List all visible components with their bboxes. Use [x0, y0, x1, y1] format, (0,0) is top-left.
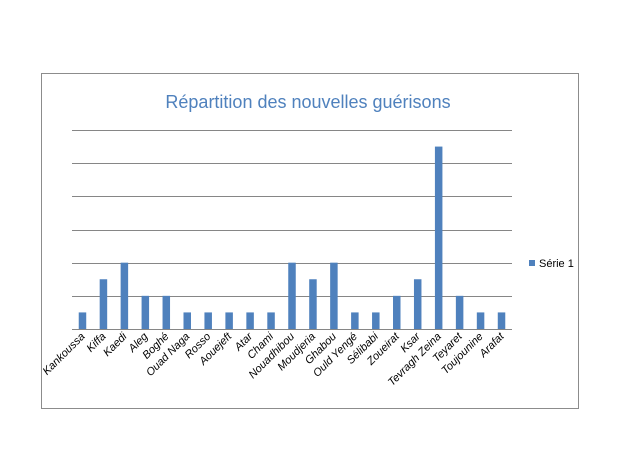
x-tick-label: Kankoussa — [42, 331, 88, 378]
bar-1 — [99, 279, 108, 329]
chart-area: Répartition des nouvelles guérisons Kank… — [41, 73, 579, 409]
x-tick-label: Kaedi — [101, 330, 130, 359]
bar-3 — [141, 295, 150, 329]
legend-swatch — [529, 260, 535, 266]
bar-4 — [162, 295, 171, 329]
bar-10 — [288, 262, 296, 329]
bar-18 — [455, 295, 464, 329]
bar-7 — [225, 312, 233, 329]
bar-8 — [246, 312, 254, 329]
bar-2 — [120, 262, 129, 329]
bar-20 — [497, 312, 506, 329]
legend: Série 1 — [529, 258, 574, 270]
x-tick-label: Arafat — [477, 330, 508, 361]
bar-chart: Répartition des nouvelles guérisons Kank… — [42, 92, 574, 389]
bar-14 — [372, 312, 380, 329]
bar-17 — [434, 146, 443, 329]
bar-16 — [413, 279, 422, 329]
bar-5 — [183, 312, 191, 329]
bar-13 — [351, 312, 359, 329]
bar-9 — [267, 312, 275, 329]
bars — [78, 146, 506, 329]
bar-0 — [78, 312, 87, 329]
chart-title: Répartition des nouvelles guérisons — [165, 92, 450, 112]
bar-15 — [393, 295, 401, 329]
bar-11 — [309, 279, 317, 329]
legend-label: Série 1 — [539, 258, 574, 270]
bar-19 — [476, 312, 485, 329]
bar-12 — [330, 262, 338, 329]
bar-6 — [204, 312, 212, 329]
